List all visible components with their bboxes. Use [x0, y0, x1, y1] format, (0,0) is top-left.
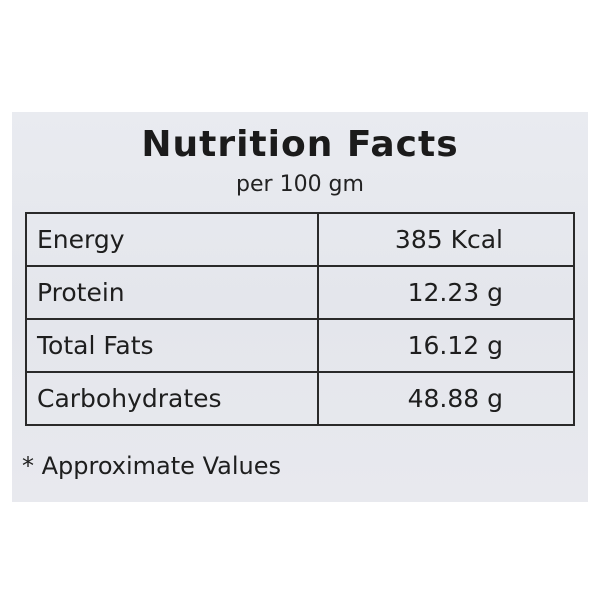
nutrient-value: 16.12 g — [317, 318, 575, 373]
nutrient-name: Total Fats — [25, 318, 319, 373]
title: Nutrition Facts — [141, 124, 459, 165]
label: Nutrition Facts per 100 gm Energy 385 Kca… — [12, 112, 588, 502]
nutrition-table: Energy 385 Kcal Protein 12.23 g Total Fats 16… — [25, 212, 575, 426]
nutrient-value: 385 Kcal — [317, 212, 575, 267]
table-row: Total Fats 16.12 g — [25, 318, 575, 373]
nutrient-name: Protein — [25, 265, 319, 320]
table-row: Protein 12.23 g — [25, 265, 575, 320]
table-row: Energy 385 Kcal — [25, 212, 575, 267]
nutrient-value: 48.88 g — [317, 371, 575, 426]
subtitle: per 100 gm — [236, 172, 364, 197]
nutrient-value: 12.23 g — [317, 265, 575, 320]
nutrient-name: Carbohydrates — [25, 371, 319, 426]
footnote: * Approximate Values — [22, 452, 281, 480]
table-row: Carbohydrates 48.88 g — [25, 371, 575, 426]
nutrient-name: Energy — [25, 212, 319, 267]
